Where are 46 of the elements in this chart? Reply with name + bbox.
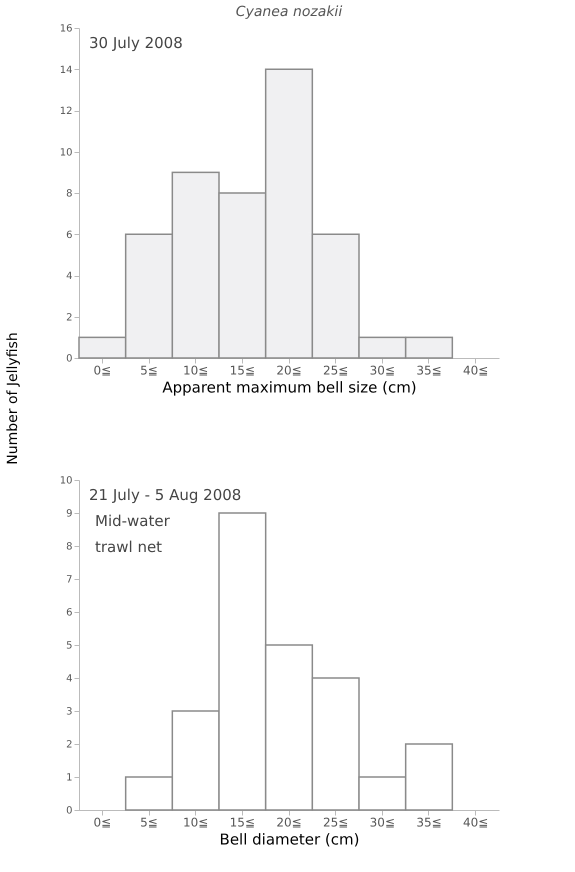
y-tick-label: 3 (66, 706, 72, 718)
x-axis-title: Apparent maximum bell size (cm) (162, 378, 417, 396)
x-tick-label: 15≦ (230, 364, 255, 378)
x-tick-label: 30≦ (370, 816, 395, 830)
y-tick-label: 5 (66, 640, 72, 652)
x-tick-label: 0≦ (93, 364, 112, 378)
y-tick-label: 10 (60, 476, 72, 486)
y-tick-label: 14 (60, 64, 72, 76)
y-tick-label: 6 (66, 230, 72, 241)
annotation: 21 July - 5 Aug 2008 (89, 486, 242, 504)
y-tick-label: 2 (66, 740, 72, 750)
chart-title: Cyanea nozakii (236, 4, 342, 20)
y-tick-label: 6 (66, 608, 72, 618)
y-tick-label: 12 (60, 106, 72, 117)
y-tick-label: 8 (66, 542, 72, 552)
x-tick-label: 20≦ (276, 364, 302, 378)
x-tick-label: 30≦ (370, 364, 395, 378)
x-tick-label: 5≦ (140, 816, 158, 830)
x-tick-label: 25≦ (323, 816, 348, 830)
x-tick-label: 20≦ (276, 816, 302, 830)
x-axis-title: Bell diameter (cm) (220, 830, 360, 848)
y-tick-label: 16 (60, 24, 72, 34)
annotation: Mid-water (95, 512, 171, 530)
y-tick-label: 1 (66, 772, 72, 784)
y-tick-label: 4 (66, 271, 72, 282)
y-tick-label: 0 (66, 806, 72, 816)
x-tick-label: 40≦ (463, 364, 488, 378)
annotation: trawl net (95, 538, 162, 556)
y-tick-label: 10 (60, 147, 72, 158)
y-tick-label: 4 (66, 674, 72, 684)
x-tick-label: 0≦ (93, 816, 112, 830)
x-tick-label: 25≦ (323, 364, 348, 378)
x-tick-label: 40≦ (463, 816, 488, 830)
y-tick-label: 9 (66, 508, 72, 520)
y-tick-label: 0 (66, 354, 72, 364)
x-tick-label: 35≦ (416, 816, 442, 830)
x-tick-label: 15≦ (230, 816, 255, 830)
x-tick-label: 10≦ (183, 364, 208, 378)
x-tick-label: 10≦ (183, 816, 208, 830)
y-axis-title: Number of Jellyfish (4, 332, 21, 465)
annotation: 30 July 2008 (89, 34, 183, 52)
x-tick-label: 35≦ (416, 364, 442, 378)
y-tick-label: 8 (66, 188, 72, 200)
y-tick-label: 7 (66, 574, 72, 586)
y-tick-label: 2 (66, 312, 72, 324)
x-tick-label: 5≦ (140, 364, 158, 378)
